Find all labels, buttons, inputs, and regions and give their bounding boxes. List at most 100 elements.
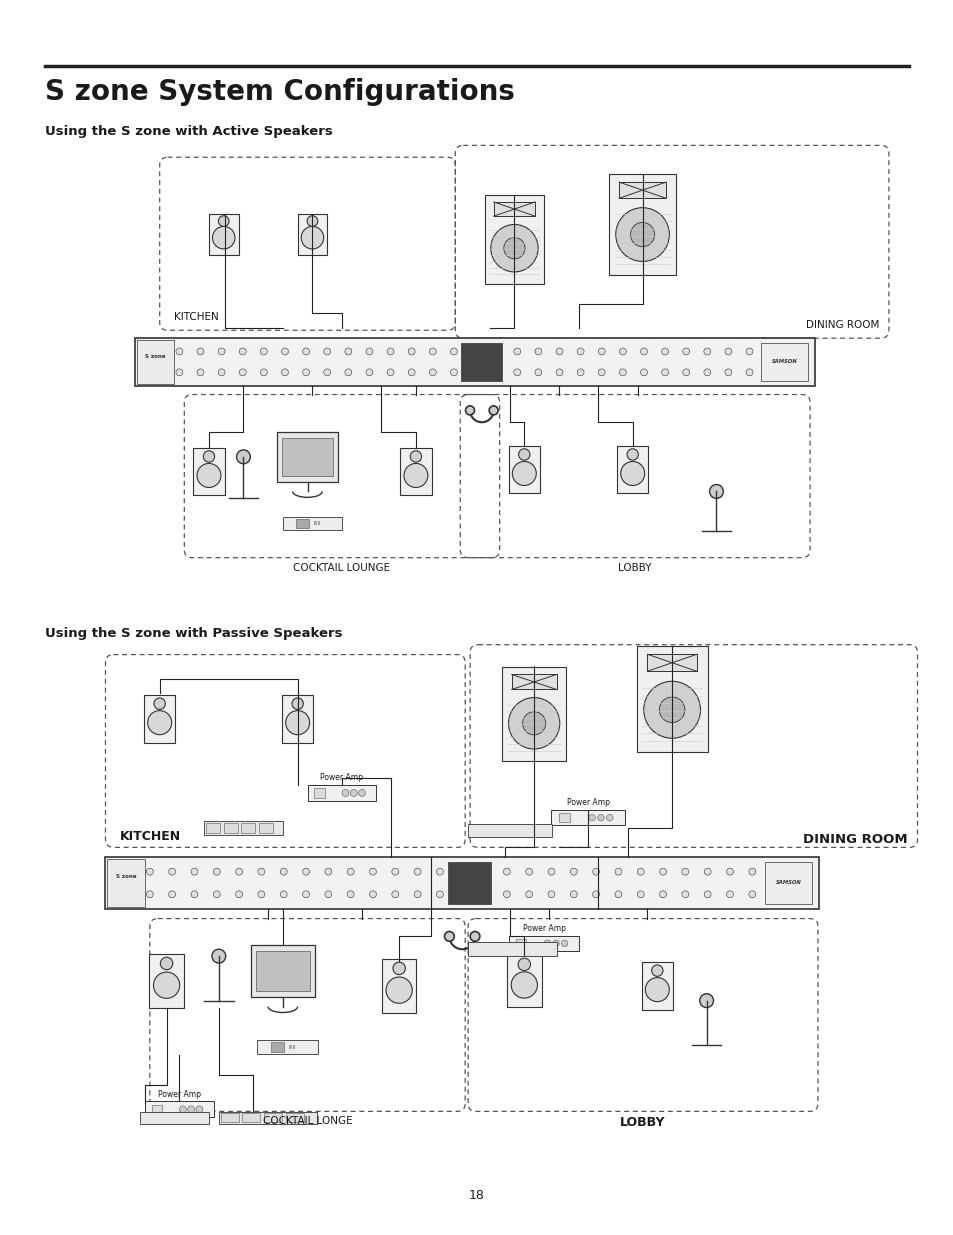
Circle shape [369,890,376,898]
Circle shape [556,348,562,354]
Circle shape [661,348,668,354]
Circle shape [429,348,436,354]
Bar [494,203,535,216]
Bar [144,695,175,742]
Circle shape [257,890,265,898]
Circle shape [414,868,420,876]
Circle shape [436,868,443,876]
Circle shape [643,682,700,739]
Circle shape [503,890,510,898]
Circle shape [512,462,536,485]
Circle shape [212,950,226,963]
Circle shape [639,369,647,375]
Bar [286,1114,303,1123]
Bar [206,823,219,832]
Bar [242,1114,260,1123]
Circle shape [429,369,436,375]
Text: IIIII: IIIII [314,521,320,526]
Circle shape [547,868,555,876]
Circle shape [392,890,398,898]
Circle shape [386,977,412,1003]
Circle shape [503,237,524,259]
Circle shape [514,348,520,354]
Circle shape [552,940,558,946]
Circle shape [618,369,625,375]
Circle shape [724,348,731,354]
Circle shape [726,890,733,898]
Circle shape [323,348,331,354]
Circle shape [681,868,688,876]
Text: LOBBY: LOBBY [618,563,651,573]
Circle shape [393,962,405,974]
Circle shape [280,890,287,898]
Circle shape [197,348,204,354]
Circle shape [659,868,666,876]
Circle shape [508,698,559,748]
Circle shape [260,348,267,354]
Text: DINING ROOM: DINING ROOM [805,320,878,331]
Bar [271,1042,284,1052]
Circle shape [560,940,567,946]
Circle shape [175,348,183,354]
Circle shape [577,369,583,375]
Circle shape [213,890,220,898]
Circle shape [302,868,309,876]
Circle shape [592,868,598,876]
Circle shape [387,348,394,354]
Circle shape [644,978,669,1002]
Text: Power Amp: Power Amp [522,924,565,932]
Bar [608,174,676,275]
Circle shape [598,348,604,354]
Circle shape [556,369,562,375]
Circle shape [659,890,666,898]
Bar [618,182,665,199]
Bar [152,1104,162,1114]
Circle shape [630,222,654,247]
Circle shape [492,348,499,354]
Bar [145,1102,213,1118]
Bar [108,860,145,906]
Circle shape [639,348,647,354]
Circle shape [597,814,603,821]
Circle shape [525,890,532,898]
Circle shape [703,348,710,354]
Bar [468,942,557,956]
Circle shape [236,450,250,464]
Circle shape [280,868,287,876]
Bar [448,862,490,904]
Circle shape [197,369,204,375]
Bar [259,823,273,832]
Bar [307,785,376,802]
Text: Using the S zone with Passive Speakers: Using the S zone with Passive Speakers [45,627,342,640]
Circle shape [471,369,478,375]
Circle shape [153,698,165,709]
Bar [760,343,807,380]
Bar [636,646,707,752]
Bar [764,862,811,904]
Circle shape [239,348,246,354]
Circle shape [709,484,722,499]
Circle shape [748,890,755,898]
Circle shape [659,697,684,722]
Text: 18: 18 [469,1189,484,1202]
Bar [209,214,238,256]
Text: SAMSON: SAMSON [775,881,801,885]
Text: SAMSON: SAMSON [771,359,797,364]
Circle shape [637,890,643,898]
Circle shape [160,957,172,969]
Circle shape [450,369,456,375]
Bar [511,674,556,689]
Circle shape [153,972,179,998]
Circle shape [522,711,545,735]
Circle shape [518,448,530,461]
Bar [297,214,327,256]
Circle shape [260,369,267,375]
Circle shape [699,994,713,1008]
Circle shape [620,462,644,485]
Circle shape [626,448,638,461]
Circle shape [748,868,755,876]
Circle shape [492,369,499,375]
Text: S zone: S zone [116,874,136,879]
Circle shape [239,369,246,375]
Bar [276,432,337,482]
